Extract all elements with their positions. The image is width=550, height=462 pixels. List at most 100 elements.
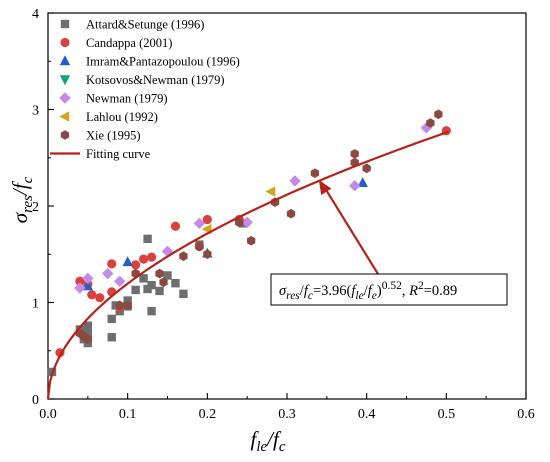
data-point	[179, 289, 188, 299]
legend-swatch	[59, 75, 71, 86]
equation-part: )	[377, 283, 382, 299]
legend-item: Imram&Pantazopoulou (1996)	[59, 55, 240, 69]
data-point	[131, 285, 140, 295]
data-point	[246, 235, 256, 246]
data-point	[171, 279, 180, 288]
legend-label: Candappa (2001)	[86, 36, 172, 50]
legend-label: Attard&Setunge (1996)	[86, 18, 204, 32]
x-tick-label: 0.1	[119, 407, 137, 422]
data-point	[310, 168, 320, 178]
data-point	[75, 276, 85, 286]
equation-part: f	[351, 283, 357, 299]
equation-box	[270, 273, 508, 306]
x-tick-label: 0.4	[358, 407, 376, 422]
legend-label: Fitting curve	[86, 147, 151, 161]
data-point	[107, 314, 116, 324]
legend: Attard&Setunge (1996) Candappa (2001) Imra…	[50, 18, 240, 161]
data-point	[235, 217, 244, 228]
data-point	[123, 296, 132, 305]
legend-label: Xie (1995)	[86, 129, 141, 143]
data-point	[163, 271, 172, 280]
legend-swatch	[59, 55, 71, 66]
equation-part: f	[304, 283, 310, 299]
data-point	[131, 260, 141, 270]
legend-swatch	[60, 37, 70, 48]
series-lahlou-1992-	[201, 186, 276, 235]
data-point	[147, 280, 156, 290]
x-tick-label: 0.5	[438, 407, 456, 422]
data-point	[122, 256, 133, 267]
y-tick-label: 0	[32, 393, 39, 408]
y-tick-label: 2	[32, 200, 39, 215]
x-tick-label: 0.3	[278, 407, 296, 422]
data-point	[102, 267, 114, 280]
legend-label: Newman (1979)	[86, 92, 168, 106]
legend-item: Fitting curve	[50, 147, 151, 161]
equation-part: e	[372, 290, 377, 302]
data-point	[139, 274, 148, 283]
x-axis-title: fle/fc	[250, 427, 285, 455]
data-point	[107, 259, 117, 269]
data-point	[195, 241, 204, 252]
data-point	[82, 272, 94, 285]
equation-part: ,	[402, 283, 409, 299]
data-point	[155, 268, 164, 279]
equation-part: R	[408, 283, 418, 299]
equation-part: f	[368, 283, 374, 299]
data-point	[265, 186, 276, 197]
plot-frame	[47, 12, 527, 400]
equation-part: σ	[279, 283, 287, 299]
legend-swatch	[59, 92, 71, 104]
arrow-head	[318, 179, 332, 195]
legend-swatch	[59, 111, 70, 122]
data-point	[434, 109, 443, 120]
series-newman-1979-	[74, 122, 433, 294]
legend-item: Xie (1995)	[60, 129, 141, 143]
data-point	[202, 214, 212, 225]
x-tick-label: 0.6	[517, 407, 535, 422]
data-point	[203, 249, 212, 260]
equation-annotation: σres/fc=3.96(fle/fe)0.52, R2=0.89	[270, 179, 508, 306]
plot-area	[47, 12, 527, 400]
data-point	[115, 300, 124, 311]
equation-part: c	[308, 290, 313, 302]
x-tick-label: 0.0	[39, 407, 57, 422]
data-point	[95, 293, 105, 303]
annotation-arrow	[323, 187, 379, 275]
data-point	[87, 290, 97, 300]
equation-part: 2	[418, 280, 424, 292]
data-point	[114, 275, 126, 287]
data-point	[193, 217, 206, 230]
equation-part: res	[286, 290, 300, 302]
axis-ticks: 0.0 0.1 0.2 0.3 0.4 0.5 0.6 0 1 2 3 4	[32, 7, 535, 422]
data-point	[147, 306, 156, 316]
data-point	[159, 277, 168, 288]
equation-part: /	[364, 283, 369, 299]
data-point	[289, 175, 301, 187]
equation-part: le	[355, 290, 363, 302]
data-point	[286, 208, 296, 219]
legend-label: Kotsovos&Newman (1979)	[86, 73, 225, 87]
fitting-curve-layer	[46, 130, 449, 400]
legend-item: Kotsovos&Newman (1979)	[59, 73, 225, 87]
data-point	[107, 333, 116, 342]
legend-swatch	[60, 19, 70, 29]
legend-label: Lahlou (1992)	[86, 110, 158, 124]
data-point	[241, 216, 253, 229]
legend-item: Candappa (2001)	[60, 36, 172, 50]
y-tick-label: 4	[32, 7, 39, 22]
equation-part: =3.96(	[313, 283, 352, 299]
series-layer	[47, 109, 451, 377]
legend-swatch	[60, 130, 70, 140]
fitting-curve	[46, 130, 449, 400]
equation-part: /	[300, 283, 305, 299]
data-point	[83, 329, 93, 338]
data-point	[146, 252, 157, 262]
data-point	[155, 286, 164, 296]
series-imram-pantazopoulou-1996-	[82, 177, 368, 291]
data-point	[139, 254, 149, 264]
y-axis-title: σres/fc	[8, 176, 36, 223]
equation-part: =0.89	[424, 283, 458, 299]
legend-item: Lahlou (1992)	[59, 110, 158, 124]
